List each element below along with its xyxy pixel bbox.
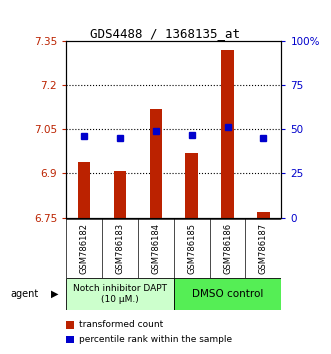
- Text: GSM786183: GSM786183: [116, 223, 124, 274]
- Text: GSM786187: GSM786187: [259, 223, 268, 274]
- Bar: [150, 109, 162, 218]
- Text: GSM786182: GSM786182: [80, 223, 89, 274]
- Text: GSM786186: GSM786186: [223, 223, 232, 274]
- Bar: [114, 171, 126, 218]
- Bar: [78, 162, 90, 218]
- Text: GDS4488 / 1368135_at: GDS4488 / 1368135_at: [90, 27, 241, 40]
- Text: Notch inhibitor DAPT
(10 μM.): Notch inhibitor DAPT (10 μM.): [73, 284, 167, 303]
- Text: GSM786185: GSM786185: [187, 223, 196, 274]
- Text: percentile rank within the sample: percentile rank within the sample: [79, 335, 233, 344]
- Bar: [66, 278, 174, 310]
- Bar: [221, 50, 234, 218]
- Text: DMSO control: DMSO control: [192, 289, 263, 299]
- Text: agent: agent: [10, 289, 38, 299]
- Text: ▶: ▶: [51, 289, 58, 299]
- Bar: [174, 278, 281, 310]
- Bar: [185, 153, 198, 218]
- Bar: [257, 212, 270, 218]
- Text: transformed count: transformed count: [79, 320, 164, 330]
- Text: GSM786184: GSM786184: [151, 223, 160, 274]
